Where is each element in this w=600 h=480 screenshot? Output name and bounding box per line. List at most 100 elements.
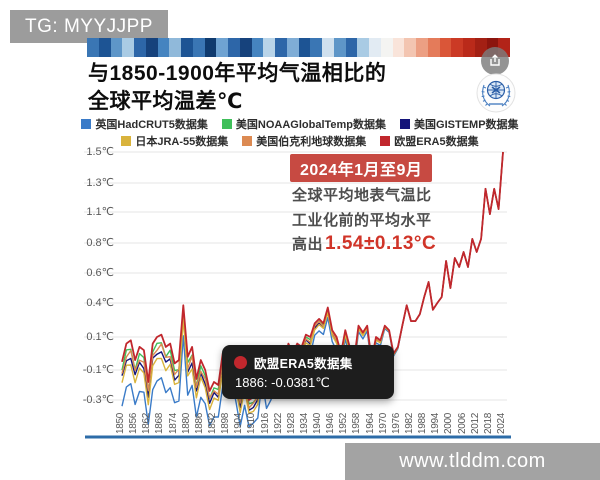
x-tick-label: 1886 — [193, 412, 205, 434]
x-tick-label: 2024 — [496, 412, 507, 434]
x-tick-label: 1964 — [364, 412, 376, 434]
legend-label: 欧盟ERA5数据集 — [394, 136, 479, 148]
warming-stripe — [251, 38, 264, 57]
x-tick-label: 1892 — [206, 412, 218, 434]
x-tick-label: 1874 — [167, 412, 179, 434]
x-tick-label: 1850 — [115, 412, 126, 434]
x-tick-label: 1916 — [259, 412, 271, 434]
x-tick-label: 1988 — [417, 412, 429, 434]
warming-stripe — [369, 38, 381, 57]
x-tick-label: 1934 — [298, 412, 310, 434]
series-line — [121, 151, 504, 401]
warming-stripe — [333, 38, 346, 57]
warming-stripe — [498, 38, 510, 57]
x-tick-label: 2000 — [443, 412, 455, 434]
y-tick-label: -0.1℃ — [82, 364, 114, 376]
y-tick-label: 0.6℃ — [86, 267, 114, 279]
warming-stripe — [298, 38, 311, 57]
warming-stripe — [416, 38, 428, 57]
legend-swatch-icon — [221, 119, 232, 129]
legend-swatch-icon — [380, 136, 391, 146]
legend-label: 英国HadCRUT5数据集 — [95, 119, 208, 131]
legend-label: 美国NOAAGlobalTemp数据集 — [235, 119, 387, 131]
x-tick-label: 1958 — [351, 412, 363, 434]
x-tick-label: 1868 — [154, 412, 166, 434]
legend-item: 美国NOAAGlobalTemp数据集 — [221, 116, 387, 132]
x-tick-label: 1904 — [233, 412, 245, 434]
annotation-line2: 工业化前的平均水平 — [292, 212, 432, 229]
x-tick-label: 1970 — [377, 412, 389, 434]
warming-stripe — [427, 38, 440, 57]
chart-title: 与1850-1900年平均气温相比的 全球平均温差℃ — [88, 60, 488, 116]
warming-stripe — [169, 38, 181, 57]
legend-item: 欧盟ERA5数据集 — [380, 133, 479, 149]
warming-stripe — [110, 38, 123, 57]
x-tick-label: 1994 — [430, 412, 442, 434]
share-button[interactable] — [481, 47, 509, 75]
chart-title-line2: 全球平均温差℃ — [88, 90, 243, 113]
y-tick-label: 0.1℃ — [86, 331, 114, 343]
warming-stripe — [181, 38, 193, 57]
y-tick-label: 1.5℃ — [86, 146, 114, 158]
warming-stripe — [98, 38, 111, 57]
annotation-line3: 高出 1.54±0.13°C — [292, 233, 522, 255]
annotation-line1: 全球平均地表气温比 — [292, 187, 432, 204]
chart-legend: 英国HadCRUT5数据集 美国NOAAGlobalTemp数据集 美国GISTEM… — [80, 116, 520, 149]
x-tick-label: 2006 — [456, 412, 468, 434]
legend-item: 美国GISTEMP数据集 — [400, 116, 519, 132]
chart-gridlines — [84, 151, 507, 401]
warming-stripe — [322, 38, 334, 57]
x-tick-label: 1928 — [285, 412, 297, 434]
warming-stripe — [228, 38, 240, 57]
y-tick-label: 0.4℃ — [86, 297, 114, 309]
warming-stripe — [392, 38, 405, 57]
legend-label: 日本JRA-55数据集 — [135, 136, 229, 148]
x-tick-label: 1940 — [312, 412, 324, 434]
warming-stripe — [474, 38, 487, 57]
warming-stripe — [192, 38, 205, 57]
warming-stripe — [286, 38, 299, 57]
annotation-anomaly-value: 1.54±0.13°C — [325, 233, 437, 254]
wmo-logo — [476, 73, 516, 113]
legend-swatch-icon — [400, 119, 411, 129]
warming-stripe — [275, 38, 287, 57]
legend-label: 美国伯克利地球数据集 — [256, 136, 367, 148]
legend-item: 英国HadCRUT5数据集 — [81, 116, 208, 132]
warming-stripe — [451, 38, 463, 57]
watermark: www.tlddm.com — [345, 443, 600, 480]
x-tick-label: 1880 — [180, 412, 192, 434]
warming-stripe — [204, 38, 217, 57]
x-tick-label: 1982 — [404, 412, 416, 434]
legend-label: 美国GISTEMP数据集 — [414, 119, 519, 131]
warming-stripe — [463, 38, 475, 57]
x-tick-label: 1946 — [325, 412, 337, 434]
warming-stripe — [157, 38, 170, 57]
warming-stripe — [145, 38, 158, 57]
share-icon — [490, 54, 500, 66]
warming-stripes-banner — [87, 38, 510, 57]
warming-stripe — [380, 38, 393, 57]
tooltip-series-dot-icon — [234, 356, 247, 369]
tooltip-series-name: 欧盟ERA5数据集 — [254, 357, 353, 371]
warming-stripe — [345, 38, 358, 57]
x-tick-label: 1910 — [246, 412, 258, 434]
legend-swatch-icon — [121, 136, 132, 146]
annotation-period-badge: 2024年1月至9月 — [290, 154, 433, 182]
x-tick-label: 1952 — [338, 412, 350, 434]
y-tick-label: 0.8℃ — [86, 237, 114, 249]
y-tick-label: 1.1℃ — [86, 206, 114, 218]
warming-stripe — [404, 38, 416, 57]
tooltip-value: 1886: -0.0381℃ — [235, 375, 330, 390]
warming-stripe — [239, 38, 252, 57]
x-tick-label: 2018 — [482, 412, 494, 434]
legend-item: 日本JRA-55数据集 — [121, 133, 228, 149]
warming-stripe — [216, 38, 228, 57]
x-tick-label: 1922 — [272, 412, 284, 434]
warming-stripe — [134, 38, 146, 57]
x-tick-label: 1976 — [390, 412, 402, 434]
warming-stripe — [357, 38, 369, 57]
annotation-value-prefix: 高出 — [292, 236, 324, 253]
chart-title-line1: 与1850-1900年平均气温相比的 — [88, 62, 387, 85]
x-tick-label: 1856 — [128, 412, 140, 434]
legend-swatch-icon — [81, 119, 92, 129]
